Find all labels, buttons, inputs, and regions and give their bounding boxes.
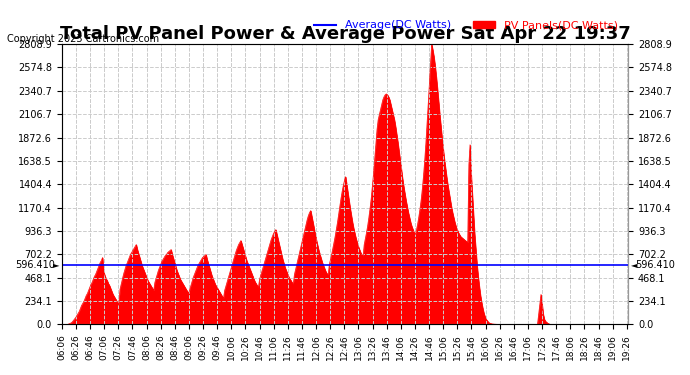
- Text: ◄: ◄: [631, 260, 638, 269]
- Text: Copyright 2023 Cartronics.com: Copyright 2023 Cartronics.com: [7, 34, 159, 44]
- Title: Total PV Panel Power & Average Power Sat Apr 22 19:37: Total PV Panel Power & Average Power Sat…: [59, 24, 631, 42]
- Text: 596.410: 596.410: [635, 260, 675, 270]
- Text: ►: ►: [52, 260, 59, 269]
- Text: 596.410: 596.410: [15, 260, 55, 270]
- Legend: Average(DC Watts), PV Panels(DC Watts): Average(DC Watts), PV Panels(DC Watts): [309, 16, 622, 35]
